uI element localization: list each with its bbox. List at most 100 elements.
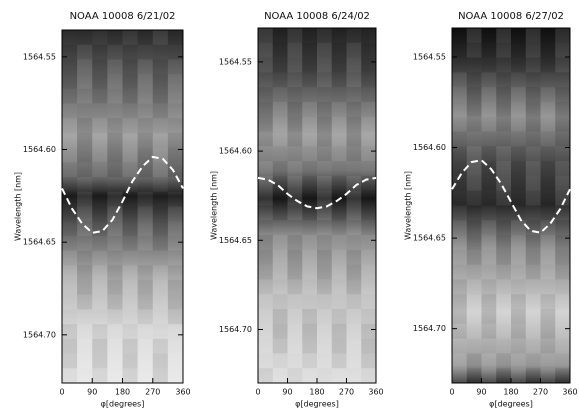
- pixel-block: [496, 190, 511, 206]
- pixel-block: [122, 353, 138, 369]
- pixel-block: [77, 250, 93, 266]
- pixel-block: [287, 235, 303, 250]
- pixel-block: [361, 294, 376, 310]
- pixel-block: [62, 118, 78, 133]
- pixel-block: [331, 323, 347, 339]
- pixel-block: [555, 323, 570, 339]
- pixel-block: [452, 191, 467, 206]
- pixel-block: [331, 28, 347, 43]
- pixel-block: [481, 146, 497, 162]
- pixel-block: [302, 353, 317, 369]
- pixel-block: [258, 279, 273, 294]
- pixel-block: [540, 161, 556, 176]
- pixel-block: [511, 235, 526, 250]
- pixel-block: [137, 280, 153, 295]
- pixel-block: [481, 309, 497, 324]
- pixel-block: [331, 72, 347, 88]
- pixel-block: [167, 132, 183, 148]
- x-tick-label: 90: [87, 388, 97, 397]
- pixel-block: [62, 338, 78, 354]
- pixel-block: [168, 192, 183, 207]
- pixel-block: [540, 368, 556, 383]
- pixel-block: [555, 28, 570, 43]
- pixel-block: [272, 190, 288, 206]
- x-axis-label: φ[degrees]: [295, 400, 339, 409]
- pixel-block: [511, 339, 526, 354]
- pixel-block: [272, 57, 288, 73]
- pixel-block: [288, 294, 303, 309]
- pixel-block: [92, 309, 107, 324]
- pixel-block: [302, 323, 317, 339]
- pixel-block: [258, 368, 273, 383]
- pixel-block: [481, 42, 497, 58]
- pixel-block: [452, 265, 467, 280]
- pixel-block: [331, 353, 347, 369]
- pixel-block: [77, 338, 93, 354]
- pixel-block: [77, 280, 93, 295]
- y-axis-label: Wavelength [nm]: [404, 171, 413, 240]
- pixel-block: [77, 191, 93, 207]
- pixel-block: [92, 265, 108, 281]
- pixel-block: [555, 131, 570, 147]
- pixel-block: [152, 294, 168, 310]
- pixel-block: [555, 309, 570, 324]
- pixel-block: [167, 353, 183, 369]
- pixel-block: [555, 116, 570, 132]
- pixel-block: [77, 132, 93, 148]
- pixel-block: [137, 206, 153, 222]
- pixel-block: [137, 59, 153, 75]
- pixel-block: [317, 264, 332, 280]
- pixel-block: [332, 294, 347, 309]
- pixel-block: [167, 74, 183, 89]
- pixel-block: [466, 146, 482, 162]
- pixel-block: [272, 368, 288, 383]
- pixel-block: [258, 264, 273, 280]
- pixel-block: [272, 249, 288, 265]
- pixel-block: [526, 132, 541, 147]
- pixel-block: [167, 59, 183, 75]
- pixel-block: [62, 132, 78, 148]
- pixel-block: [496, 87, 511, 102]
- pixel-block: [107, 235, 123, 251]
- pixel-block: [467, 132, 482, 147]
- pixel-block: [62, 265, 78, 281]
- pixel-block: [122, 191, 138, 207]
- pixel-block: [152, 265, 168, 281]
- pixel-block: [62, 309, 77, 324]
- pixel-block: [317, 87, 332, 102]
- pixel-block: [258, 205, 273, 221]
- pixel-block: [258, 235, 273, 250]
- pixel-block: [540, 57, 556, 73]
- pixel-block: [466, 353, 482, 369]
- pixel-block: [481, 28, 497, 43]
- pixel-block: [288, 87, 303, 102]
- pixel-block: [107, 30, 122, 45]
- pixel-block: [152, 88, 168, 104]
- pixel-block: [77, 324, 93, 339]
- pixel-block: [555, 175, 570, 191]
- pixel-block: [92, 162, 108, 178]
- pixel-block: [481, 353, 497, 369]
- pixel-block: [361, 249, 376, 265]
- pixel-block: [452, 42, 467, 58]
- pixel-block: [511, 28, 526, 43]
- pixel-block: [511, 132, 526, 147]
- pixel-block: [496, 161, 511, 176]
- pixel-block: [525, 42, 541, 58]
- pixel-block: [302, 264, 317, 280]
- pixel-block: [288, 220, 303, 235]
- pixel-block: [77, 206, 93, 222]
- pixel-block: [107, 59, 123, 75]
- pixel-block: [92, 30, 107, 45]
- pixel-block: [317, 294, 332, 309]
- pixel-block: [62, 368, 78, 383]
- pixel-block: [540, 28, 556, 43]
- pixel-block: [466, 235, 482, 250]
- pixel-block: [317, 338, 332, 354]
- pixel-block: [481, 87, 497, 102]
- pixel-block: [361, 57, 376, 73]
- pixel-block: [555, 279, 570, 294]
- pixel-block: [272, 279, 288, 295]
- panel-title: NOAA 10008 6/21/02: [70, 11, 176, 22]
- pixel-block: [62, 59, 78, 75]
